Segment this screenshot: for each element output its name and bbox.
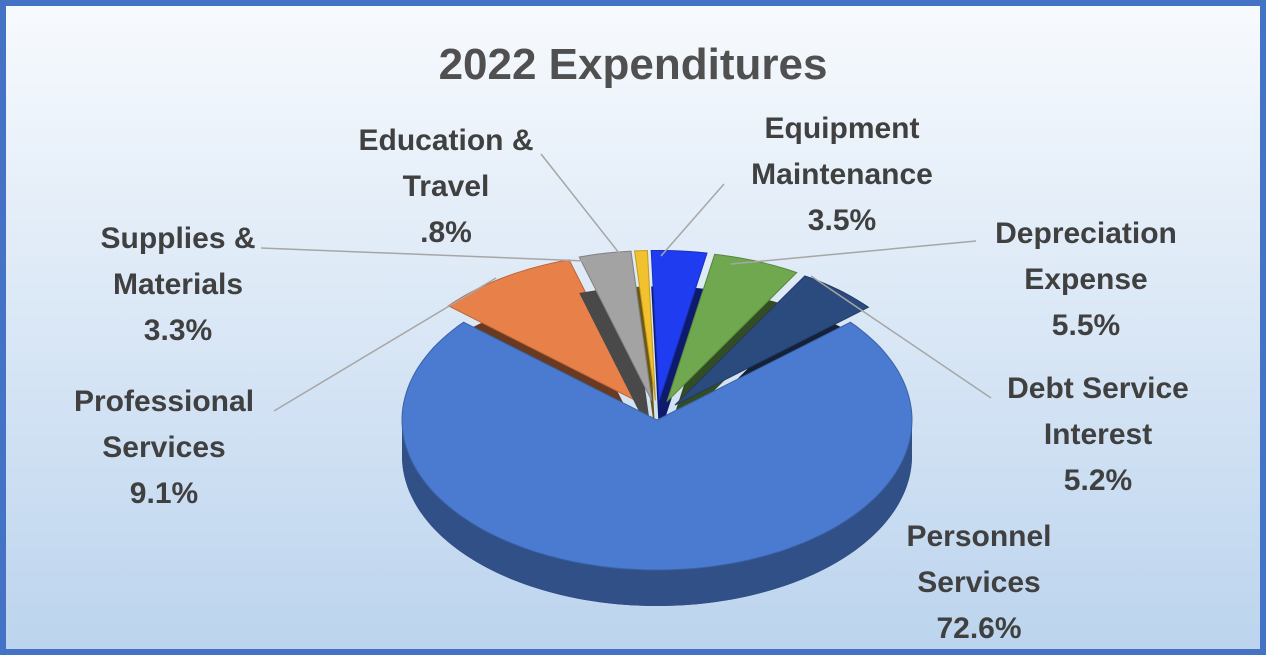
slice — [634, 249, 656, 401]
value-label: 3.3% — [143, 314, 213, 347]
chart-title: 2022 Expenditures — [438, 40, 828, 89]
slice-label: Education & Travel .8% — [346, 118, 546, 256]
value-label: 9.1% — [129, 477, 199, 510]
leader-line — [260, 247, 587, 262]
value-label: 72.6% — [936, 612, 1022, 645]
slice — [447, 259, 643, 405]
category-label: Education & Travel — [358, 124, 534, 203]
slice-label: Depreciation Expense 5.5% — [976, 211, 1196, 349]
category-label: Personnel Services — [906, 520, 1052, 599]
value-label: 5.2% — [1063, 464, 1133, 497]
category-label: Supplies & Materials — [100, 222, 256, 301]
slice-label: Debt Service Interest 5.2% — [993, 366, 1203, 504]
leader-line — [660, 183, 725, 257]
category-label: Debt Service Interest — [1007, 372, 1189, 451]
category-label: Professional Services — [73, 385, 255, 464]
slice — [578, 250, 653, 401]
slice-label: Supplies & Materials 3.3% — [78, 216, 278, 354]
slice — [650, 250, 708, 401]
slice-label: Personnel Services 72.6% — [879, 514, 1079, 649]
value-label: 5.5% — [1051, 309, 1121, 342]
slice — [674, 275, 870, 406]
category-label: Depreciation Expense — [995, 217, 1177, 296]
leader-line — [273, 277, 497, 412]
leader-line — [810, 275, 992, 399]
value-label: .8% — [420, 216, 472, 249]
slice-label: Equipment Maintenance 3.5% — [732, 106, 952, 244]
value-label: 3.5% — [807, 204, 877, 237]
slice — [401, 321, 913, 571]
leader-line — [540, 153, 624, 259]
slice-label: Professional Services 9.1% — [54, 379, 274, 517]
slice-side — [402, 420, 912, 606]
category-label: Equipment Maintenance — [751, 112, 933, 191]
chart — [260, 153, 992, 606]
leader-line — [730, 240, 977, 265]
